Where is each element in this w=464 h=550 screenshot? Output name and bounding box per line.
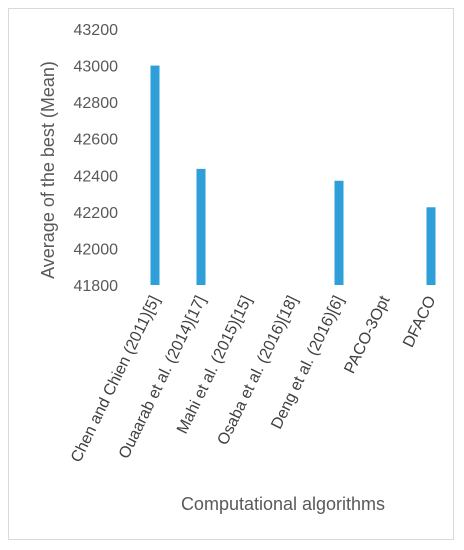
bar (150, 65, 160, 285)
y-tick-label: 41800 (74, 278, 119, 295)
y-tick-label: 42400 (74, 168, 119, 185)
bar (426, 207, 436, 285)
x-axis-title: Computational algorithms (181, 494, 385, 514)
y-tick-label: 42000 (74, 241, 119, 258)
y-axis-title: Average of the best (Mean) (38, 61, 58, 279)
x-category-label: Chen and Chien (2011)[5] (68, 293, 163, 465)
bars (150, 65, 436, 285)
y-tick-label: 43200 (74, 22, 119, 39)
y-tick-label: 42600 (74, 132, 119, 149)
bar (196, 168, 206, 285)
y-tick-label: 42200 (74, 205, 119, 222)
x-category-label: DFACO (400, 293, 439, 350)
x-category-label: Osaba et al. (2016)[18] (215, 293, 302, 448)
y-tick-label: 42800 (74, 95, 119, 112)
bar (334, 180, 344, 285)
x-axis-categories: Chen and Chien (2011)[5]Ouaarab et al. (… (68, 293, 439, 465)
x-category-label: Ouaarab et al. (2014)[17] (116, 293, 210, 461)
y-axis-ticks: 41800 42000 42200 42400 42600 42800 43000 43200 (74, 22, 119, 295)
x-category-label: PACO-3Opt (341, 293, 393, 377)
y-tick-label: 43000 (74, 59, 119, 76)
chart-frame (8, 8, 454, 540)
